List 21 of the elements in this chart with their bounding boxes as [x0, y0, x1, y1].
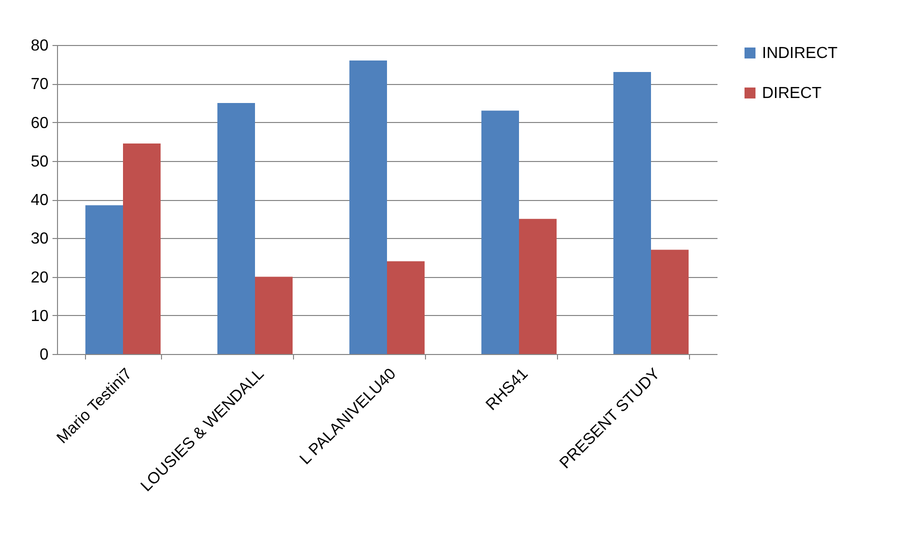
bar: [387, 261, 425, 354]
legend-label: DIRECT: [762, 85, 822, 102]
y-tick-label: 40: [30, 192, 49, 209]
y-tick-label: 30: [30, 230, 49, 248]
bar: [613, 72, 651, 354]
bar: [85, 205, 123, 354]
bar: [481, 110, 519, 354]
y-tick-label: 0: [40, 346, 49, 364]
y-tick-label: 10: [30, 308, 49, 325]
y-tick-label: 50: [30, 153, 49, 170]
y-tick-label: 60: [30, 114, 49, 132]
y-tick-label: 70: [30, 76, 49, 94]
bar: [651, 250, 689, 354]
bar: [123, 143, 161, 354]
bar: [217, 102, 255, 354]
bar: [255, 276, 293, 354]
bar: [519, 218, 557, 354]
y-tick-label: 20: [30, 269, 49, 286]
bar: [349, 60, 387, 354]
legend-label: INDIRECT: [762, 45, 838, 62]
y-tick-label: 80: [30, 38, 49, 54]
